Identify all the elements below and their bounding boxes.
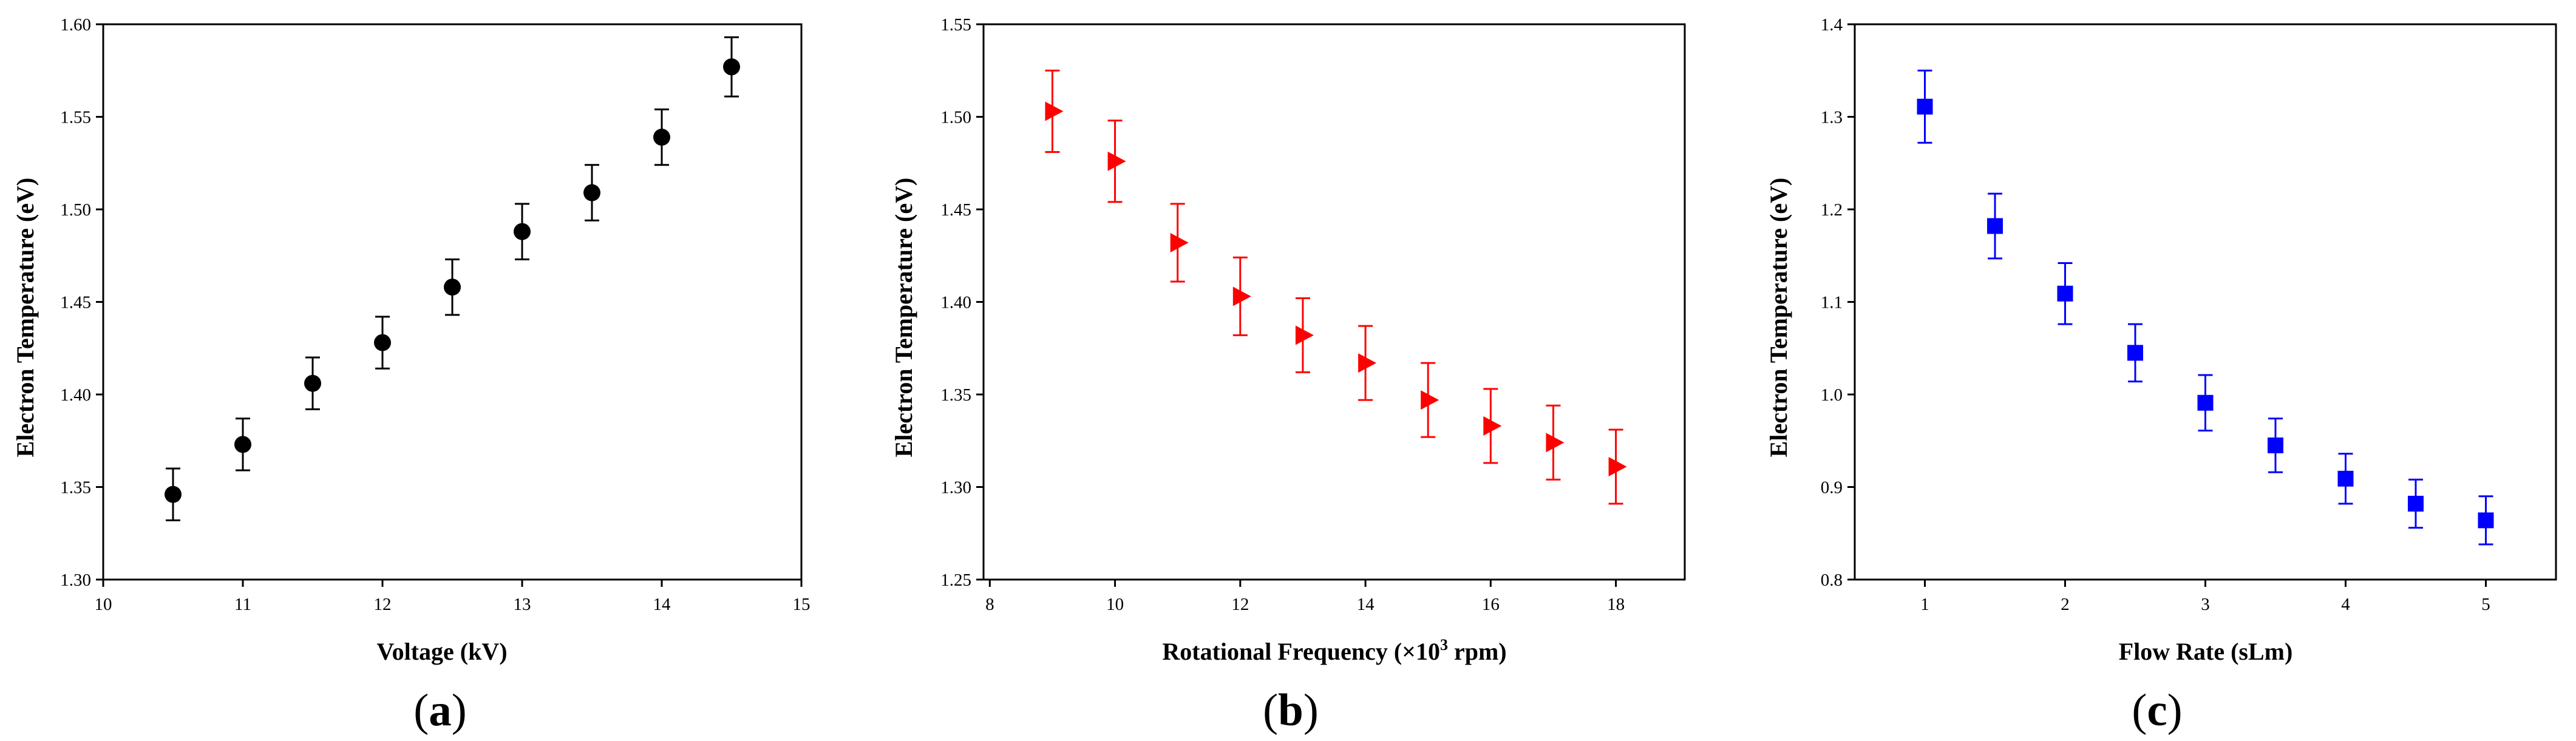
y-tick-label: 1.55 <box>940 15 971 35</box>
chart-b: 8 10 12 14 16 181.251.301.351.401.451.501.55 … <box>890 15 1686 736</box>
x-tick-label: 2 <box>2061 595 2070 614</box>
y-tick-label: 1.3 <box>1821 108 1843 127</box>
x-axis-label-b: Rotational Frequency (×103 rpm) <box>1162 636 1506 665</box>
x-tick-label: 8 <box>985 595 994 614</box>
data-point <box>653 129 670 146</box>
data-point <box>1421 390 1439 410</box>
data-point <box>2408 495 2424 512</box>
y-tick-label: 1.60 <box>60 15 91 35</box>
x-tick-label: 18 <box>1607 595 1625 614</box>
y-axis-label-c: Electron Temperature (eV) <box>1765 178 1792 458</box>
y-tick-label: 1.45 <box>60 293 91 313</box>
x-tick-label: 13 <box>514 595 531 614</box>
y-tick-label: 1.40 <box>60 385 91 405</box>
data-point <box>1045 101 1064 121</box>
x-tick-label: 10 <box>95 595 112 614</box>
axes-b: 8 10 12 14 16 18 1.25 1.30 1.35 1.40 1.45 1.50 1.55 <box>940 15 1686 614</box>
data-point <box>1917 98 1933 115</box>
y-tick-label: 1.35 <box>940 385 971 405</box>
x-tick-label: 11 <box>234 595 251 614</box>
y-tick-label: 1.50 <box>60 200 91 220</box>
data-point <box>2337 470 2354 487</box>
y-tick-label: 1.55 <box>60 108 91 127</box>
y-tick-label: 1.30 <box>60 570 91 590</box>
x-tick-label: 10 <box>1106 595 1124 614</box>
panel-label-a: (a) <box>413 685 466 736</box>
x-tick-label: 15 <box>793 595 811 614</box>
data-point <box>1232 286 1251 306</box>
data-point <box>1295 325 1314 345</box>
marks-a <box>165 36 740 521</box>
x-tick-label: 4 <box>2341 595 2350 614</box>
y-tick-label: 1.35 <box>60 478 91 498</box>
data-point <box>583 184 600 201</box>
y-tick-label: 1.40 <box>940 293 971 313</box>
data-point <box>374 334 391 351</box>
data-point <box>1987 218 2003 234</box>
chart-c: 1 2 3 4 5 0.8 0.9 1.0 1.1 1.2 1.3 1.4 Flow Rate (sL… <box>1765 15 2557 736</box>
x-tick-label: 1 <box>1920 595 1929 614</box>
x-tick-label: 16 <box>1482 595 1500 614</box>
data-point <box>444 279 461 296</box>
data-point <box>1483 416 1502 436</box>
y-tick-label: 0.8 <box>1821 570 1843 590</box>
y-tick-label: 1.45 <box>940 200 971 220</box>
y-tick-label: 1.4 <box>1821 15 1843 35</box>
marks-b <box>1045 69 1627 505</box>
x-axis-label-a: Voltage (kV) <box>376 638 507 665</box>
plot-frame <box>1854 23 2557 581</box>
x-tick-label: 5 <box>2481 595 2490 614</box>
panel-label-b: (b) <box>1263 685 1319 736</box>
data-point <box>1608 456 1627 476</box>
data-point <box>2197 394 2214 411</box>
axes-a: 10 11 12 13 14 15 1.30 1.35 1.40 1.45 1.50 1.55 1.60 <box>60 15 810 614</box>
x-tick-label: 12 <box>1231 595 1249 614</box>
data-point <box>723 58 740 76</box>
data-point <box>2127 345 2143 361</box>
y-tick-label: 1.30 <box>940 478 971 498</box>
data-point <box>1358 353 1377 373</box>
data-point <box>1546 433 1565 453</box>
data-point <box>2268 437 2283 453</box>
x-tick-label: 14 <box>653 595 671 614</box>
chart-a: 10 11 12 13 14 15 1.30 1.35 1.40 1.45 1.50 1.55 1.60… <box>12 15 811 736</box>
y-axis-label-a: Electron Temperature (eV) <box>12 178 39 458</box>
x-tick-label: 14 <box>1357 595 1375 614</box>
axes-c: 1 2 3 4 5 0.8 0.9 1.0 1.1 1.2 1.3 1.4 <box>1821 15 2557 614</box>
x-axis-label-c: Flow Rate (sLm) <box>2119 638 2293 665</box>
data-point <box>234 436 251 453</box>
x-tick-label: 12 <box>374 595 392 614</box>
panel-label-c: (c) <box>2132 685 2182 736</box>
y-axis-label-b: Electron Temperature (eV) <box>890 178 917 458</box>
y-tick-label: 1.1 <box>1821 293 1843 313</box>
y-tick-label: 1.0 <box>1821 385 1843 405</box>
data-point <box>165 486 182 503</box>
data-point <box>2057 285 2073 302</box>
data-point <box>1107 151 1126 171</box>
data-point <box>1170 232 1189 252</box>
y-tick-label: 1.50 <box>940 108 971 127</box>
y-tick-label: 1.25 <box>940 570 971 590</box>
y-tick-label: 1.2 <box>1821 200 1843 220</box>
data-point <box>304 374 321 392</box>
y-tick-label: 0.9 <box>1821 478 1843 498</box>
data-point <box>514 223 531 240</box>
marks-c <box>1917 69 2494 546</box>
plot-frame <box>982 23 1686 581</box>
x-tick-label: 3 <box>2201 595 2210 614</box>
data-point <box>2478 512 2494 529</box>
